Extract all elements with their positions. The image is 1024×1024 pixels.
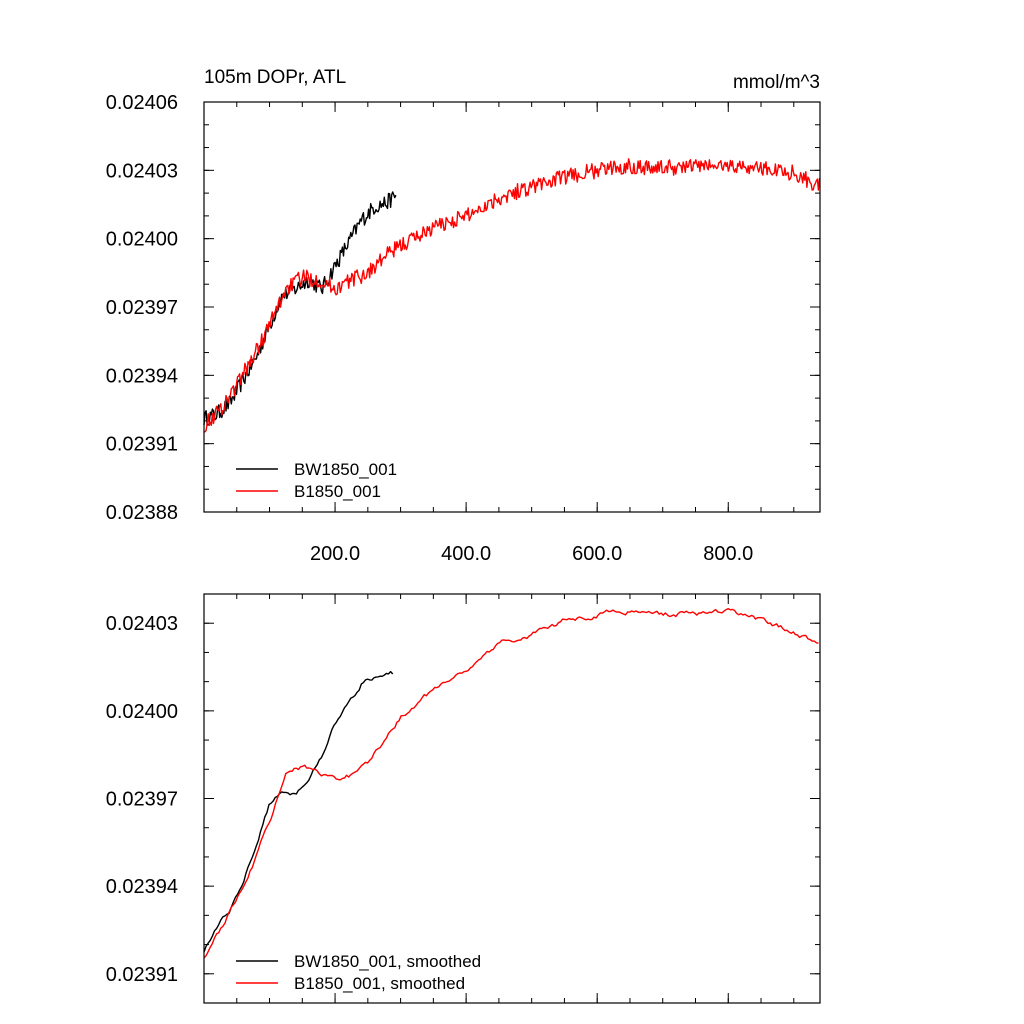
y-tick-label: 0.02397 bbox=[106, 789, 178, 811]
series-line-b1850-001-smoothed bbox=[203, 608, 819, 959]
series-line-b1850-001 bbox=[204, 158, 821, 433]
y-tick-label: 0.02400 bbox=[106, 229, 178, 251]
top-panel-legend: BW1850_001 B1850_001 bbox=[236, 460, 397, 501]
legend-label-b1850: B1850_001 bbox=[294, 482, 381, 501]
x-tick-label: 800.0 bbox=[703, 543, 753, 565]
top-panel: 105m DOPr, ATL mmol/m^3 0.023880.023910.… bbox=[106, 67, 821, 565]
bottom-panel: 0.02391 0.02394 0.02397 0.02400 0.02403 BW18… bbox=[106, 593, 821, 1004]
bottom-panel-axes: 0.02391 0.02394 0.02397 0.02400 0.02403 bbox=[106, 593, 820, 1004]
y-tick-label: 0.02403 bbox=[106, 160, 178, 182]
y-tick-label: 0.02394 bbox=[106, 365, 178, 387]
y-tick-label: 0.02400 bbox=[106, 701, 178, 723]
x-tick-label: 200.0 bbox=[310, 543, 360, 565]
legend-label-bw1850: BW1850_001 bbox=[294, 460, 397, 479]
series-line-bw1850-001-smoothed bbox=[203, 670, 394, 953]
legend-label-bw1850-smoothed: BW1850_001, smoothed bbox=[294, 952, 481, 971]
y-tick-label: 0.02391 bbox=[106, 434, 178, 456]
y-tick-label: 0.02391 bbox=[106, 964, 178, 986]
top-panel-series bbox=[203, 158, 821, 433]
y-tick-label: 0.02403 bbox=[106, 613, 178, 635]
legend-label-b1850-smoothed: B1850_001, smoothed bbox=[294, 974, 465, 993]
top-panel-units: mmol/m^3 bbox=[733, 72, 820, 93]
y-tick-label: 0.02397 bbox=[106, 297, 178, 319]
y-tick-label: 0.02406 bbox=[106, 92, 178, 114]
bottom-panel-legend: BW1850_001, smoothed B1850_001, smoothed bbox=[236, 952, 481, 993]
x-tick-label: 400.0 bbox=[441, 543, 491, 565]
x-tick-label: 600.0 bbox=[572, 543, 622, 565]
top-panel-frame bbox=[203, 101, 821, 513]
y-tick-label: 0.02394 bbox=[106, 876, 178, 898]
bottom-panel-series bbox=[203, 608, 819, 959]
top-panel-title: 105m DOPr, ATL bbox=[204, 67, 346, 88]
y-tick-label: 0.02388 bbox=[106, 502, 178, 524]
top-panel-axes: 0.02388 0.02391 0.02394 0.02397 0.02400 0.024… bbox=[106, 92, 820, 565]
bottom-panel-frame bbox=[203, 593, 821, 1004]
